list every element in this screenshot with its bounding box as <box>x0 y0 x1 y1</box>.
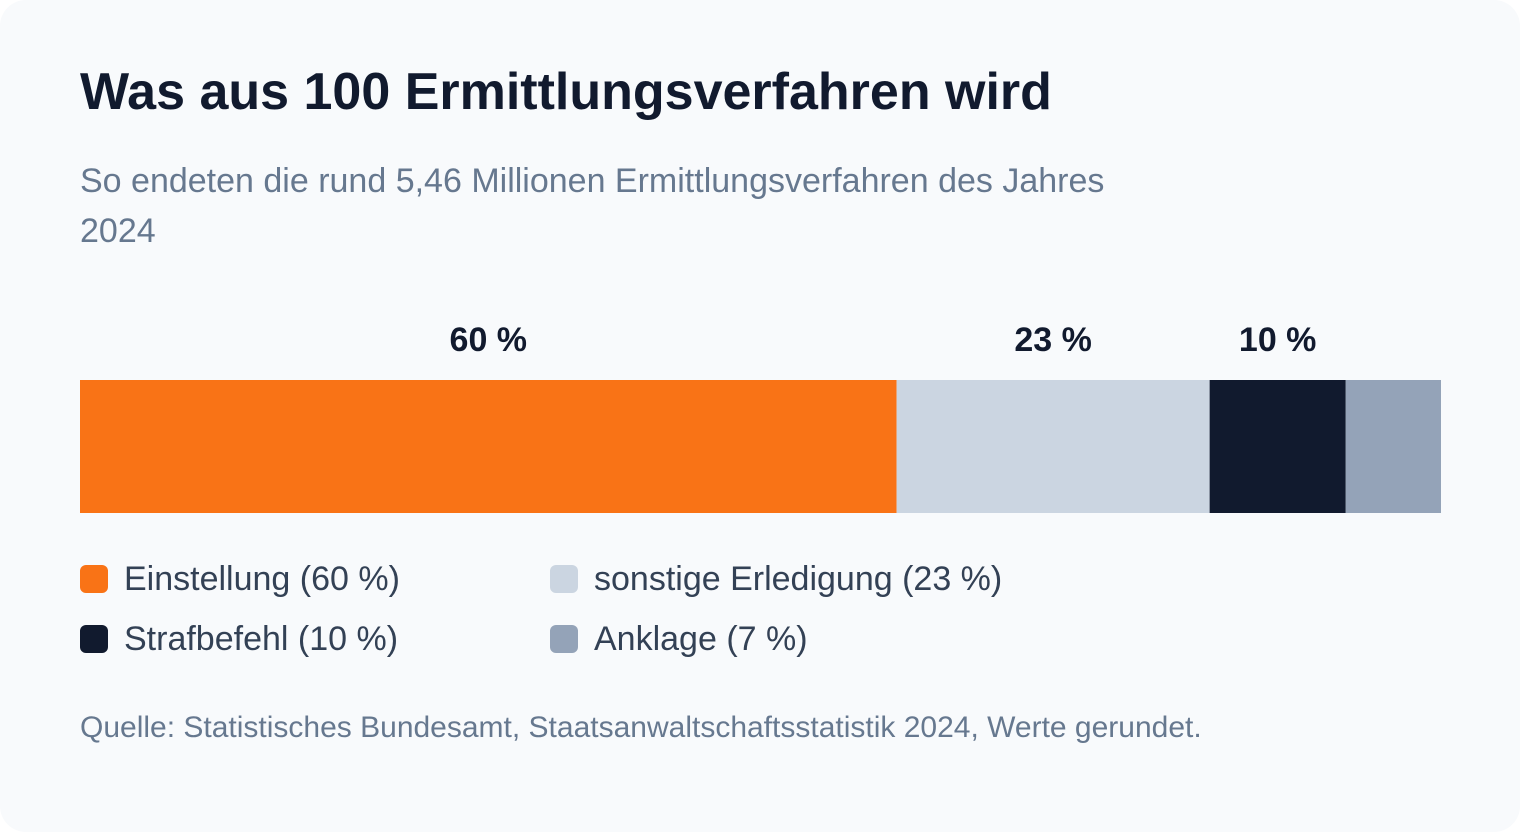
legend-item-einstellung: Einstellung (60 %) <box>80 555 550 603</box>
chart-title: Was aus 100 Ermittlungsverfahren wird <box>80 63 1052 121</box>
legend-item-strafbefehl: Strafbefehl (10 %) <box>80 615 550 663</box>
source-note: Quelle: Statistisches Bundesamt, Staatsa… <box>80 711 1202 744</box>
bar-segment-sonstige-erledigung <box>896 380 1210 513</box>
chart-subtitle: So endeten die rund 5,46 Millionen Ermit… <box>80 162 1105 250</box>
bar-segment-anklage <box>1345 380 1441 513</box>
legend-label: Einstellung (60 %) <box>124 559 400 598</box>
legend-label: Strafbefehl (10 %) <box>124 619 399 658</box>
data-label-einstellung: 60 % <box>450 321 528 359</box>
legend-item-sonstige-erledigung: sonstige Erledigung (23 %) <box>550 555 1150 603</box>
data-label-sonstige-erledigung: 23 % <box>1014 321 1092 359</box>
legend-swatch <box>80 565 108 593</box>
data-label-strafbefehl: 10 % <box>1239 321 1317 359</box>
legend-label: sonstige Erledigung (23 %) <box>594 559 1003 598</box>
legend-swatch <box>550 625 578 653</box>
legend-item-anklage: Anklage (7 %) <box>550 615 1150 663</box>
legend-swatch <box>550 565 578 593</box>
bar-segment-einstellung <box>80 380 897 513</box>
legend-swatch <box>80 625 108 653</box>
bar-segment-strafbefehl <box>1209 380 1346 513</box>
chart-legend: Einstellung (60 %) sonstige Erledigung (2… <box>80 555 1180 663</box>
legend-label: Anklage (7 %) <box>594 619 808 658</box>
